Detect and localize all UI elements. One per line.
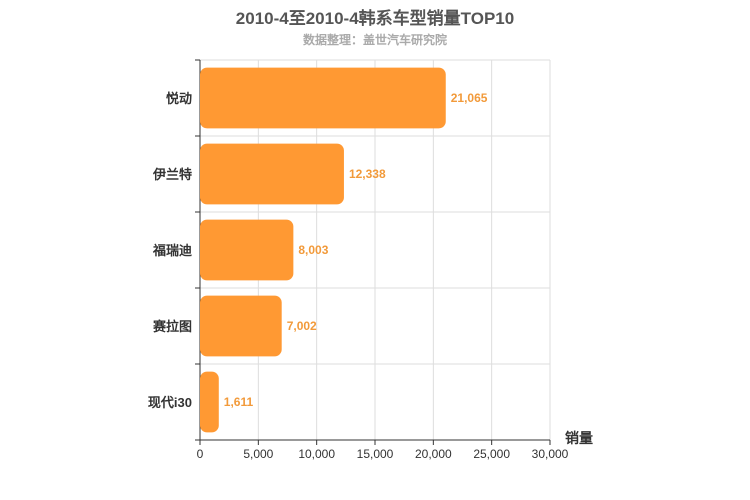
x-axis-title: 销量	[565, 430, 593, 446]
category-label: 福瑞迪	[152, 243, 192, 258]
x-tick-label: 20,000	[415, 447, 452, 461]
category-label: 赛拉图	[152, 319, 192, 334]
data-label: 12,338	[349, 167, 386, 181]
bar[interactable]	[200, 67, 446, 129]
category-label: 伊兰特	[152, 167, 192, 182]
data-label: 1,611	[224, 395, 254, 409]
chart-title: 2010-4至2010-4韩系车型销量TOP10	[235, 9, 515, 28]
x-tick-label: 0	[197, 447, 204, 461]
chart-subtitle: 数据整理：盖世汽车研究院	[302, 33, 447, 47]
x-tick-label: 10,000	[298, 447, 335, 461]
x-tick-label: 15,000	[357, 447, 394, 461]
x-tick-label: 25,000	[473, 447, 510, 461]
x-tick-label: 30,000	[532, 447, 569, 461]
data-label: 21,065	[451, 91, 488, 105]
data-label: 7,002	[287, 319, 317, 333]
data-label: 8,003	[298, 243, 328, 257]
bar[interactable]	[200, 371, 219, 433]
bar[interactable]	[200, 295, 282, 357]
bar[interactable]	[200, 143, 344, 205]
x-tick-label: 5,000	[243, 447, 273, 461]
category-label: 悦动	[166, 91, 192, 106]
category-label: 现代i30	[148, 395, 192, 410]
bar[interactable]	[200, 219, 294, 281]
